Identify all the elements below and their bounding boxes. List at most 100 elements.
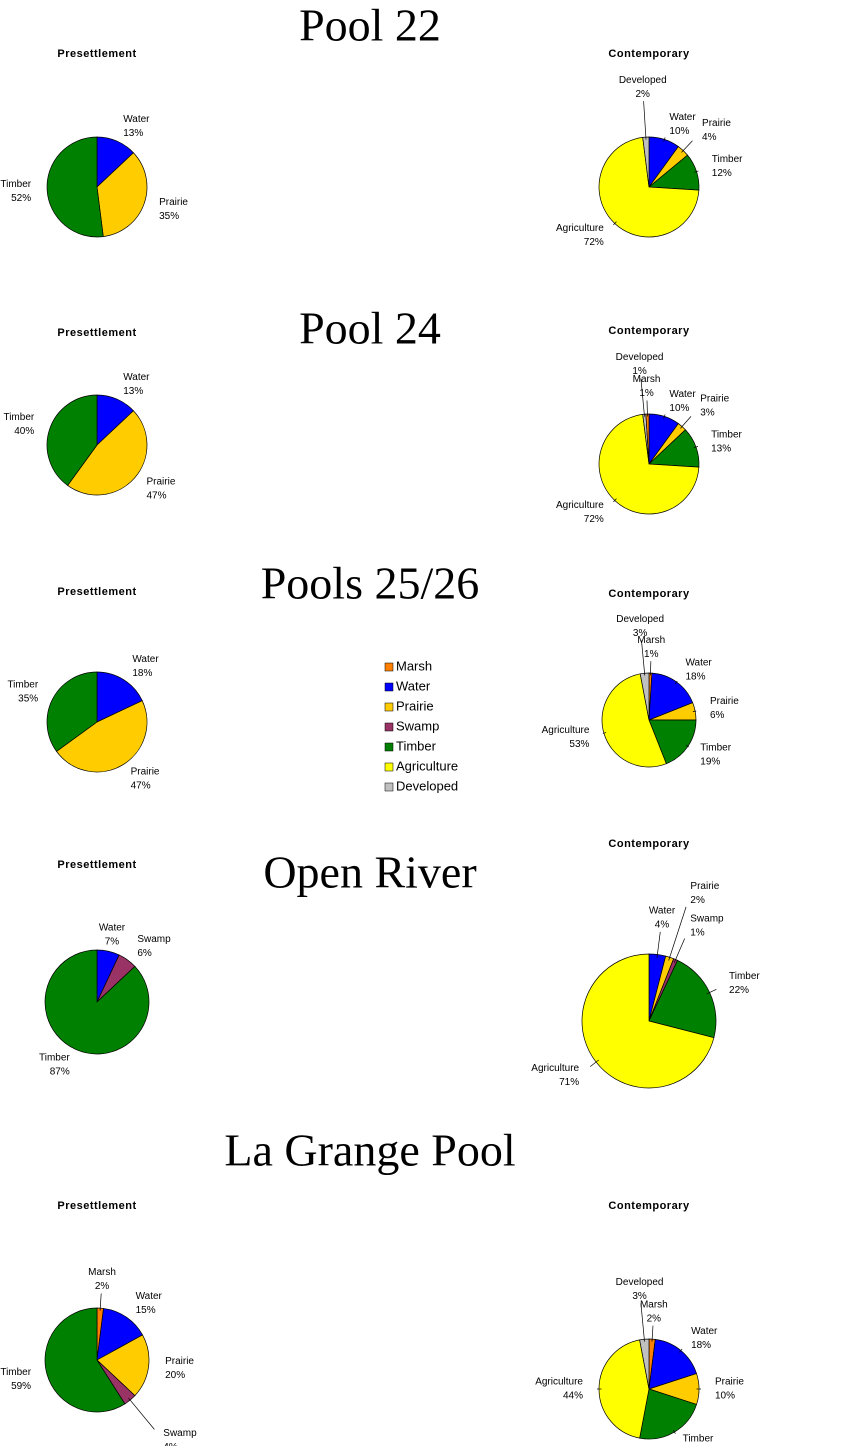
leader-line [646, 400, 648, 417]
slice-value: 7% [105, 937, 120, 948]
slice-value: 4% [702, 132, 717, 143]
leader-line [613, 221, 617, 226]
slice-label: Timber [683, 1433, 714, 1444]
pie-title: Presettlement [57, 586, 136, 598]
slice-label: Prairie [690, 881, 719, 892]
section-title: Pool 24 [299, 303, 441, 354]
slice-value: 1% [644, 649, 659, 660]
leader-line [589, 1059, 599, 1067]
slice-label: Prairie [702, 118, 731, 129]
leader-line [656, 931, 661, 958]
slice-value: 1% [690, 927, 705, 938]
pie-title: Presettlement [57, 859, 136, 871]
legend-label: Timber [396, 738, 437, 753]
slice-label: Prairie [165, 1356, 194, 1367]
legend-label: Water [396, 678, 431, 693]
slice-value: 44% [563, 1391, 583, 1402]
slice-label: Prairie [700, 394, 729, 405]
pie-slice [96, 1334, 150, 1397]
legend-swatch [384, 742, 394, 752]
slice-value: 10% [669, 403, 689, 414]
leader-line [692, 710, 697, 712]
legend-swatch [384, 782, 394, 792]
slice-label: Developed [616, 614, 664, 625]
slice-value: 40% [14, 426, 34, 437]
leader-line [672, 1429, 676, 1434]
leader-line [99, 1293, 102, 1311]
slice-label: Timber [700, 743, 731, 754]
slice-value: 47% [131, 780, 151, 791]
slice-label: Swamp [163, 1428, 197, 1439]
legend-label: Swamp [396, 718, 439, 733]
slice-label: Water [123, 114, 150, 125]
pie-title: Presettlement [57, 1200, 136, 1212]
leader-line [673, 938, 686, 963]
leader-line [602, 732, 607, 734]
pie-title: Contemporary [608, 48, 690, 60]
pie-title: Presettlement [57, 48, 136, 60]
slice-label: Timber [3, 412, 34, 423]
slice-value: 59% [11, 1381, 31, 1392]
legend-swatch [384, 682, 394, 692]
slice-label: Water [691, 1326, 718, 1337]
pie-slice [44, 949, 150, 1055]
pie-slice [67, 410, 148, 496]
leader-line [613, 498, 617, 503]
slice-value: 20% [165, 1370, 185, 1381]
slice-label: Timber [0, 1367, 31, 1378]
slice-value: 53% [569, 739, 589, 750]
slice-label: Agriculture [535, 1377, 583, 1388]
slice-label: Marsh [640, 1299, 668, 1310]
slice-value: 87% [50, 1067, 70, 1078]
slice-label: Timber [39, 1053, 70, 1064]
slice-label: Swamp [690, 913, 724, 924]
slice-label: Swamp [137, 934, 171, 945]
slice-value: 3% [633, 628, 648, 639]
slice-label: Prairie [147, 476, 176, 487]
pie-title: Presettlement [57, 327, 136, 339]
pie-slice [46, 394, 98, 486]
slice-value: 4% [163, 1442, 178, 1446]
leader-line [663, 137, 666, 142]
leader-line [663, 414, 666, 419]
legend-swatch [384, 762, 394, 772]
slice-label: Prairie [710, 696, 739, 707]
slice-value: 12% [712, 168, 732, 179]
slice-label: Developed [616, 352, 664, 363]
slice-label: Marsh [633, 374, 661, 385]
legend-label: Agriculture [396, 758, 458, 773]
slice-label: Agriculture [531, 1063, 579, 1074]
slice-label: Water [649, 906, 676, 917]
slice-value: 3% [700, 408, 715, 419]
leader-line [640, 1303, 645, 1342]
slice-value: 2% [647, 1313, 662, 1324]
legend-swatch [384, 662, 394, 672]
slice-label: Water [685, 657, 712, 668]
leader-line [680, 416, 692, 429]
leader-line [694, 170, 699, 173]
slice-value: 35% [159, 211, 179, 222]
slice-label: Prairie [159, 197, 188, 208]
slice-value: 52% [11, 193, 31, 204]
pie-slice [56, 700, 148, 773]
leader-line [643, 101, 647, 140]
slice-value: 2% [95, 1281, 110, 1292]
slice-value: 13% [123, 386, 143, 397]
legend-label: Marsh [396, 658, 432, 673]
leader-line [640, 378, 645, 417]
pie-title: Contemporary [608, 1200, 690, 1212]
slice-label: Water [123, 372, 150, 383]
slice-value: 3% [632, 1291, 647, 1302]
pie-title: Contemporary [608, 838, 690, 850]
slice-value: 1% [632, 366, 647, 377]
slice-label: Timber [7, 680, 38, 691]
pie-slice [96, 671, 143, 723]
slice-label: Agriculture [556, 223, 604, 234]
slice-label: Water [669, 389, 696, 400]
leader-line [679, 1348, 683, 1353]
slice-value: 18% [132, 668, 152, 679]
slice-label: Timber [0, 179, 31, 190]
slice-value: 72% [584, 514, 604, 525]
leader-line [651, 1325, 654, 1342]
